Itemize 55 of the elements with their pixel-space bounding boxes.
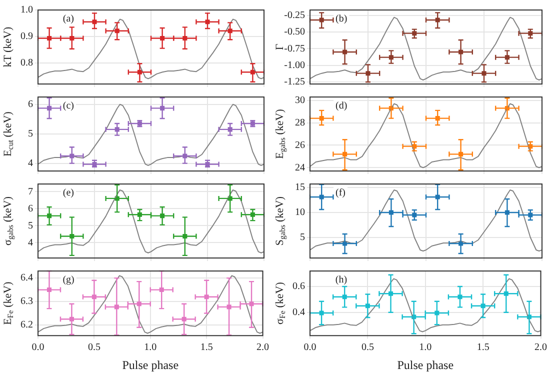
y-tick-label: 24: [295, 162, 305, 174]
y-tick-label: 0.8: [20, 57, 33, 68]
annotation: (g): [62, 274, 74, 286]
y-tick-label: 5: [28, 220, 33, 232]
y-axis-title: Egabs (keV): [274, 108, 288, 159]
x-tick-label: 0.0: [32, 342, 44, 354]
y-tick-label: -0.50: [284, 26, 305, 38]
annotation: (b): [336, 14, 348, 25]
y-tick-label: 5: [300, 232, 305, 244]
y-axis-title: EFe (keV): [2, 281, 16, 325]
y-tick-label: -0.25: [284, 10, 305, 21]
annotation: (c): [62, 100, 74, 112]
annotation: (d): [336, 100, 348, 112]
x-tick-label: 2.0: [256, 342, 269, 354]
x-tick-label: 1.0: [144, 342, 157, 354]
y-axis-title: kT (keV): [2, 26, 14, 68]
x-tick-label: 1.5: [476, 342, 490, 354]
y-tick-label: 1.0: [20, 4, 33, 16]
annotation: (h): [335, 274, 348, 286]
y-tick-label: 4: [28, 237, 33, 248]
y-axis-title: σgabs (keV): [2, 196, 16, 246]
y-tick-label: 26: [295, 140, 305, 151]
annotation: (e): [62, 188, 74, 199]
x-tick-label: 1.0: [419, 342, 432, 354]
y-tick-label: 6.4: [20, 272, 33, 284]
y-axis-title: Sgabs (keV): [274, 196, 288, 246]
y-tick-label: 0.4: [292, 306, 305, 318]
x-axis-title: Pulse phase: [397, 358, 454, 372]
y-tick-label: 6: [28, 203, 33, 214]
y-tick-label: 15: [295, 182, 305, 194]
y-tick-label: -0.75: [284, 43, 305, 54]
y-tick-label: 10: [295, 207, 305, 218]
y-tick-label: 6.3: [20, 296, 33, 308]
y-tick-label: 30: [295, 94, 305, 106]
y-tick-label: 5: [28, 128, 33, 140]
x-axis-title: Pulse phase: [122, 358, 179, 372]
y-tick-label: -1.25: [284, 76, 305, 88]
y-tick-label: 6.2: [20, 320, 33, 331]
y-axis-title: Γ: [274, 44, 286, 50]
y-tick-label: 0.6: [292, 281, 305, 292]
y-tick-label: 4: [28, 158, 33, 169]
y-tick-label: 0.9: [20, 31, 33, 42]
y-axis-title: σFe (keV): [274, 282, 288, 324]
y-axis-title: Ecut (keV): [2, 111, 16, 156]
x-tick-label: 0.0: [304, 342, 316, 354]
y-tick-label: 28: [295, 117, 305, 128]
annotation: (f): [336, 188, 346, 199]
annotation: (a): [62, 14, 74, 25]
y-tick-label: 6: [28, 98, 33, 110]
x-tick-label: 0.5: [88, 342, 100, 354]
y-tick-label: 7: [28, 186, 33, 198]
x-tick-label: 0.5: [361, 342, 374, 354]
x-tick-label: 1.5: [200, 342, 213, 354]
x-tick-label: 2.0: [534, 342, 547, 354]
y-tick-label: -1.00: [284, 60, 305, 71]
